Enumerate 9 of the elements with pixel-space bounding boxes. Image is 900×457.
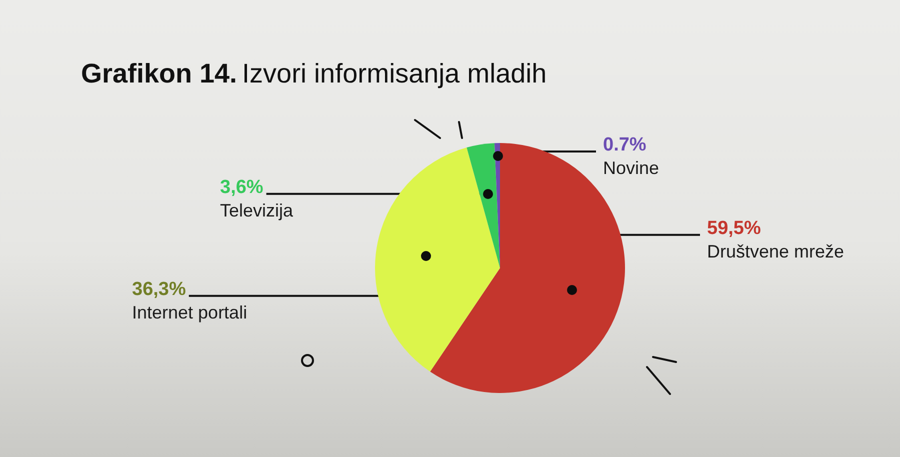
slice-label: Internet portali (132, 302, 248, 322)
data-label: 36,3% (132, 278, 186, 300)
data-label: 0.7% (603, 134, 646, 156)
data-label: 59,5% (707, 218, 761, 239)
slice-label: Televizija (220, 200, 294, 220)
slice-label: Društvene mreže (707, 241, 844, 262)
slice-label: Novine (603, 158, 660, 178)
data-label: 3,6% (220, 176, 264, 198)
chart-title: Grafikon 14. Izvori informisanja mladih (81, 58, 547, 88)
